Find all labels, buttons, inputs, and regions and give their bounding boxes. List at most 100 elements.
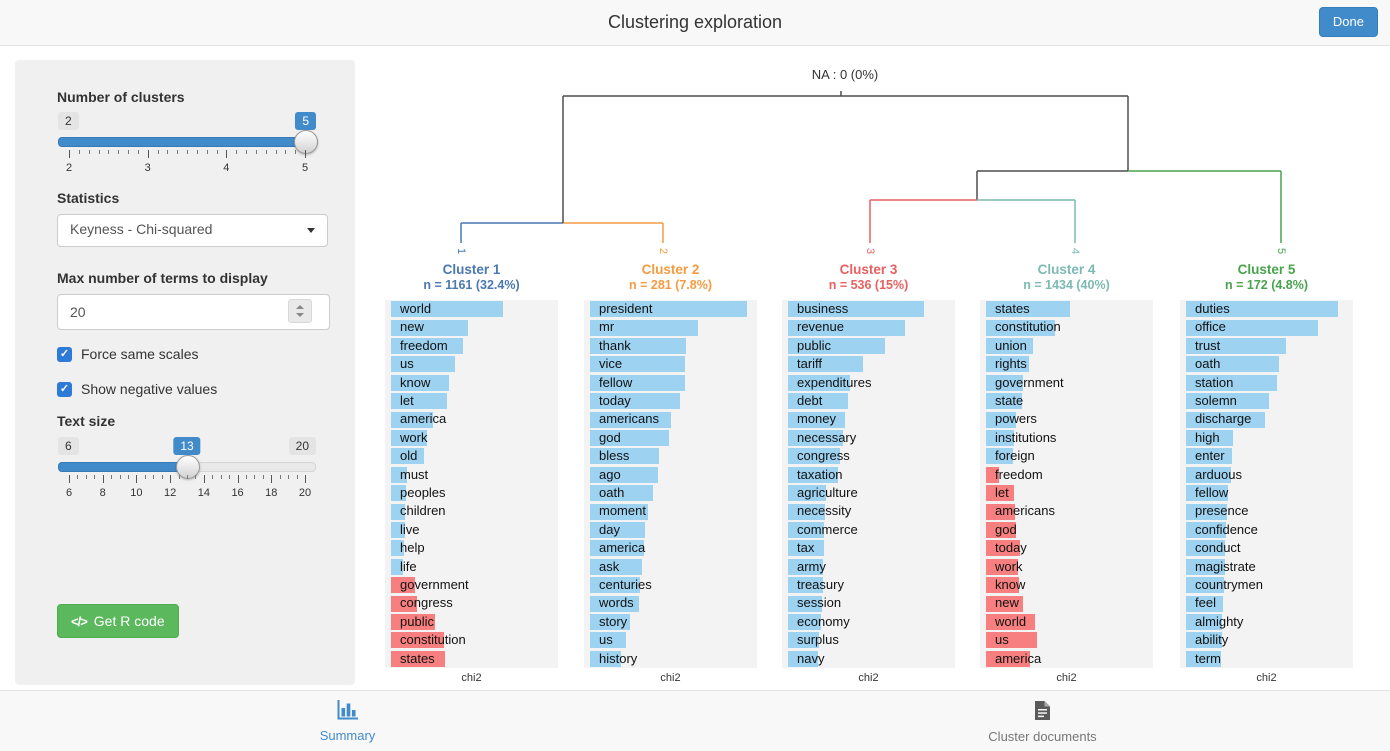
slider-minor-tick: [85, 475, 87, 479]
term-row: constitution: [385, 631, 558, 649]
done-button[interactable]: Done: [1318, 7, 1378, 37]
cluster-name: Cluster 4: [1037, 262, 1096, 277]
slider-major-tick: [237, 475, 239, 483]
term-row: know: [385, 374, 558, 392]
slider-major-tick: [102, 475, 104, 483]
term-bar: [590, 558, 642, 575]
term-label: countrymen: [1195, 577, 1263, 592]
force-same-scales-label: Force same scales: [81, 346, 199, 362]
term-bar: [590, 393, 680, 410]
term-label: story: [599, 613, 628, 629]
term-bar: [1186, 319, 1318, 336]
term-row: economy: [782, 613, 955, 631]
slider-min-badge: 2: [58, 112, 79, 130]
number-stepper[interactable]: [288, 299, 312, 323]
term-label: office: [1195, 319, 1226, 335]
term-label: thank: [599, 337, 631, 353]
na-count-label: NA : 0 (0%): [811, 67, 879, 82]
tab-summary[interactable]: Summary: [0, 691, 695, 751]
term-row: ask: [584, 558, 757, 576]
term-row: commerce: [782, 521, 955, 539]
slider-grid: 2 3 4 5: [66, 150, 308, 180]
term-label: commerce: [797, 521, 858, 537]
term-label: union: [995, 337, 1027, 353]
slider-tick-label: 3: [144, 162, 151, 174]
slider-major-tick: [305, 475, 306, 483]
term-bar: [590, 503, 648, 520]
term-bar: [986, 448, 1013, 465]
term-bar: [391, 374, 449, 391]
slider-minor-tick: [187, 475, 188, 479]
term-row: centuries: [584, 576, 757, 594]
term-label: states: [995, 301, 1030, 316]
term-bar: [391, 503, 405, 520]
stepper-down-icon[interactable]: [296, 313, 304, 317]
term-row: peoples: [385, 484, 558, 502]
term-label: fellow: [599, 374, 633, 390]
term-row: must: [385, 466, 558, 484]
term-row: help: [385, 539, 558, 557]
dendrogram-leaf-label: 5: [1275, 248, 1287, 254]
slider-tick-label: 6: [65, 487, 73, 499]
term-bar: [788, 466, 838, 483]
top-navbar: Clustering exploration Done: [0, 0, 1390, 46]
term-row: ago: [584, 466, 757, 484]
term-row: america: [385, 410, 558, 428]
chevron-down-icon: [307, 228, 315, 233]
term-label: army: [797, 558, 826, 574]
term-row: government: [980, 374, 1153, 392]
term-label: magistrate: [1195, 558, 1256, 574]
slider-minor-tick: [118, 150, 120, 154]
clusters-slider[interactable]: 2 5 2 3 4 5: [58, 112, 318, 182]
text-size-slider[interactable]: 6 20 13 6 8 10 12 14 16 18 20: [58, 437, 316, 507]
term-label: oath: [599, 485, 625, 500]
get-r-code-button[interactable]: </> Get R code: [57, 604, 179, 638]
term-row: today: [980, 539, 1153, 557]
slider-minor-tick: [229, 475, 231, 479]
term-label: ability: [1195, 632, 1229, 648]
term-row: america: [980, 650, 1153, 668]
term-row: story: [584, 613, 757, 631]
term-label: term: [1195, 650, 1221, 666]
tab-cluster-documents[interactable]: Cluster documents: [695, 691, 1390, 751]
term-row: god: [980, 521, 1153, 539]
term-label: tariff: [797, 356, 823, 372]
cluster-n-count: n = 1161 (32.4%): [423, 278, 520, 292]
term-bar: [788, 632, 819, 649]
statistics-select[interactable]: Keyness - Chi-squared: [57, 214, 328, 247]
term-bar: [1186, 374, 1277, 391]
slider-minor-tick: [220, 475, 222, 479]
term-bar: [391, 577, 415, 594]
term-label: solemn: [1195, 393, 1237, 408]
term-row: us: [980, 631, 1153, 649]
term-row: know: [980, 576, 1153, 594]
term-label: high: [1195, 429, 1220, 445]
slider-major-tick: [136, 475, 138, 483]
term-label: powers: [995, 411, 1037, 427]
slider-track[interactable]: [58, 137, 318, 147]
term-label: world: [995, 613, 1027, 629]
x-axis-label: chi2: [858, 672, 879, 684]
term-row: let: [385, 392, 558, 410]
term-label: fellow: [1195, 485, 1229, 500]
stepper-up-icon[interactable]: [296, 305, 304, 309]
x-axis-label: chi2: [461, 672, 482, 684]
x-axis-label: chi2: [660, 672, 681, 684]
term-row: us: [584, 631, 757, 649]
slider-fill: [58, 137, 318, 147]
term-row: foreign: [980, 447, 1153, 465]
term-bar: [788, 577, 823, 594]
term-row: necessity: [782, 502, 955, 520]
term-label: bless: [599, 448, 630, 464]
checkbox-checked-icon[interactable]: ✓: [57, 347, 72, 362]
term-row: money: [782, 410, 955, 428]
slider-minor-tick: [77, 475, 79, 479]
term-label: business: [797, 301, 849, 316]
term-row: session: [782, 594, 955, 612]
checkbox-checked-icon[interactable]: ✓: [57, 382, 72, 397]
slider-handle[interactable]: [294, 130, 318, 154]
term-bar: [788, 521, 824, 538]
max-terms-input[interactable]: [57, 294, 330, 330]
